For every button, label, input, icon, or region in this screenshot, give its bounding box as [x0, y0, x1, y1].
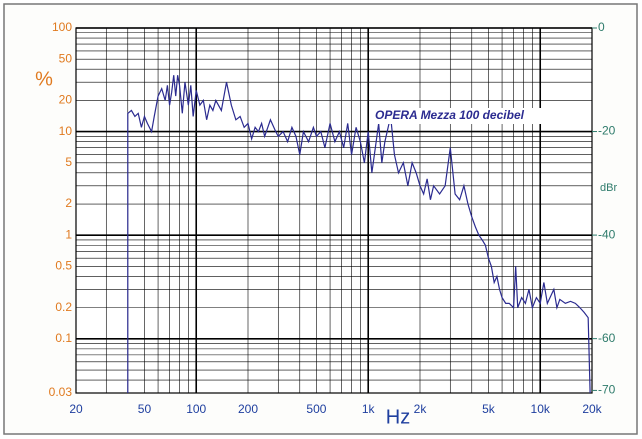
y-tick-label: 1	[65, 227, 72, 241]
y2-tick-label: -60	[598, 331, 616, 345]
y2-tick-label: -20	[598, 124, 616, 138]
y-tick-label: 100	[52, 20, 72, 34]
y-tick-label: 2	[65, 196, 72, 210]
y-tick-label: 50	[59, 51, 73, 65]
y-tick-label: 0.2	[55, 300, 72, 314]
y-tick-label: 5	[65, 155, 72, 169]
y2-axis-label: dBr	[600, 182, 617, 194]
x-tick-label: 20k	[582, 402, 602, 416]
x-tick-label: 20	[69, 402, 83, 416]
x-tick-label: 1k	[362, 402, 376, 416]
x-tick-label: 5k	[482, 402, 496, 416]
x-tick-label: 2k	[414, 402, 428, 416]
x-tick-label: 100	[186, 402, 206, 416]
x-tick-label: 200	[238, 402, 258, 416]
y-tick-label: 0.1	[55, 331, 72, 345]
x-axis-label: Hz	[386, 406, 410, 428]
y-tick-label: 0.5	[55, 259, 72, 273]
y-tick-label: 0.03	[49, 385, 73, 399]
data-line	[127, 75, 591, 394]
legend-label: OPERA Mezza 100 decibel	[375, 108, 525, 122]
y2-tick-label: 0	[598, 20, 605, 34]
y2-tick-label: -70	[598, 383, 616, 397]
y-tick-label: 10	[59, 124, 73, 138]
x-tick-label: 10k	[531, 402, 551, 416]
y-axis-label: %	[35, 68, 53, 90]
y2-tick-label: -40	[598, 227, 616, 241]
y-tick-label: 20	[59, 93, 73, 107]
legend-bg	[373, 108, 553, 124]
x-tick-label: 50	[138, 402, 152, 416]
x-tick-label: 500	[306, 402, 326, 416]
